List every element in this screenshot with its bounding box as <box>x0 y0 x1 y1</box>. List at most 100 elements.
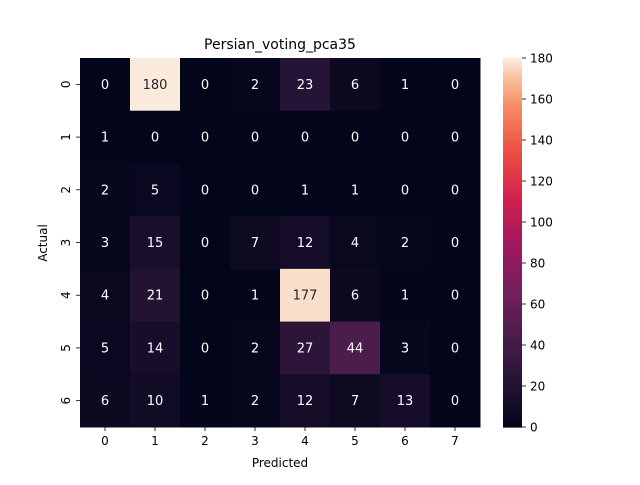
cell-value-label: 1 <box>101 131 109 146</box>
colorbar-segment <box>503 156 522 161</box>
colorbar-segment <box>503 248 522 253</box>
colorbar-segment <box>503 368 522 373</box>
cell-value-label: 0 <box>251 183 259 198</box>
cell-value-label: 23 <box>297 78 314 93</box>
colorbar-segment <box>503 325 522 330</box>
colorbar-segment <box>503 113 522 118</box>
x-tick-label: 3 <box>251 434 259 448</box>
heatmap-cell-r1-c7 <box>430 110 481 164</box>
colorbar-segment <box>503 208 522 213</box>
heatmap-cell-r3-c2 <box>180 216 231 270</box>
cell-value-label: 0 <box>401 183 409 198</box>
heatmap-cell-r3-c4 <box>280 216 331 270</box>
colorbar-tick-label: 0 <box>530 420 538 434</box>
heatmap-cell-r6-c6 <box>380 374 431 428</box>
colorbar-segment <box>503 85 522 90</box>
cell-value-label: 177 <box>293 289 318 304</box>
colorbar-segment <box>503 199 522 204</box>
heatmap-cell-r2-c1 <box>130 163 181 217</box>
colorbar-segment <box>503 276 522 280</box>
colorbar-segment <box>503 273 522 277</box>
colorbar-segment <box>503 227 522 231</box>
cell-value-label: 0 <box>451 131 459 146</box>
colorbar-tick-label: 80 <box>530 256 545 270</box>
cell-value-label: 2 <box>251 341 259 356</box>
colorbar-segment <box>503 137 522 142</box>
heatmap-cell-r5-c5 <box>330 321 381 375</box>
colorbar-segment <box>503 356 522 360</box>
cell-value-label: 1 <box>201 394 209 409</box>
colorbar-segment <box>503 233 522 237</box>
colorbar-segment <box>503 79 522 84</box>
colorbar-segment <box>503 70 522 74</box>
cell-value-label: 0 <box>301 131 309 146</box>
cell-value-label: 3 <box>401 341 409 356</box>
colorbar-segment <box>503 88 522 93</box>
colorbar-segment <box>503 101 522 105</box>
colorbar-segment <box>503 365 522 370</box>
colorbar-segment <box>503 165 522 170</box>
y-tick-label: 6 <box>59 397 73 405</box>
heatmap-cell-r2-c0 <box>80 163 131 217</box>
cell-value-label: 4 <box>351 236 359 251</box>
colorbar-segment <box>503 184 522 188</box>
colorbar-segment <box>503 64 522 68</box>
x-tick-label: 1 <box>151 434 159 448</box>
colorbar-segment <box>503 162 522 167</box>
cell-value-label: 1 <box>401 289 409 304</box>
colorbar-segment <box>503 264 522 268</box>
colorbar-segment <box>503 122 522 127</box>
colorbar-segment <box>503 285 522 290</box>
x-tick-label: 6 <box>401 434 409 448</box>
heatmap-cell-r6-c7 <box>430 374 481 428</box>
chart-title: Persian_voting_pca35 <box>204 37 356 53</box>
colorbar-segment <box>503 260 522 265</box>
heatmap-cell-r4-c2 <box>180 268 231 323</box>
cell-value-label: 0 <box>451 394 459 409</box>
colorbar-segment <box>503 393 522 397</box>
heatmap-cell-r4-c4 <box>280 268 331 323</box>
colorbar-segment <box>503 181 522 185</box>
colorbar-segment <box>503 76 522 81</box>
heatmap-cell-r6-c2 <box>180 374 231 428</box>
cell-value-label: 10 <box>147 394 164 409</box>
colorbar-segment <box>503 267 522 271</box>
colorbar-segment <box>503 390 522 394</box>
y-tick-label: 3 <box>59 239 73 247</box>
colorbar-segment <box>503 399 522 403</box>
heatmap-cell-r4-c1 <box>130 268 181 323</box>
heatmap-cell-r4-c7 <box>430 268 481 323</box>
cell-value-label: 0 <box>201 289 209 304</box>
colorbar-tick-label: 100 <box>530 215 553 229</box>
colorbar-segment <box>503 251 522 256</box>
cell-value-label: 13 <box>397 394 414 409</box>
heatmap-cell-r0-c7 <box>430 58 481 112</box>
colorbar-segment <box>503 362 522 367</box>
heatmap-cell-r1-c0 <box>80 110 131 164</box>
heatmap-cell-r5-c4 <box>280 321 331 375</box>
colorbar-segment <box>503 187 522 191</box>
heatmap-cell-r0-c4 <box>280 58 331 112</box>
colorbar-segment <box>503 107 522 111</box>
cell-value-label: 1 <box>251 289 259 304</box>
cell-value-label: 15 <box>147 236 164 251</box>
colorbar-segment <box>503 377 522 382</box>
cell-value-label: 0 <box>451 78 459 93</box>
cell-value-label: 3 <box>101 236 109 251</box>
x-axis-label: Predicted <box>252 456 308 470</box>
colorbar-segment <box>503 282 522 287</box>
colorbar-segment <box>503 91 522 96</box>
colorbar-segment <box>503 420 522 425</box>
cell-value-label: 7 <box>351 394 359 409</box>
heatmap-cell-r4-c5 <box>330 268 381 323</box>
y-tick-label: 4 <box>59 291 73 299</box>
colorbar-segment <box>503 205 522 210</box>
heatmap-cell-r5-c2 <box>180 321 231 375</box>
x-tick-label: 4 <box>301 434 309 448</box>
cell-value-label: 0 <box>451 183 459 198</box>
colorbar-tick-label: 140 <box>530 133 553 147</box>
cell-value-label: 0 <box>351 131 359 146</box>
colorbar-segment <box>503 331 522 336</box>
heatmap-cell-r0-c0 <box>80 58 131 112</box>
